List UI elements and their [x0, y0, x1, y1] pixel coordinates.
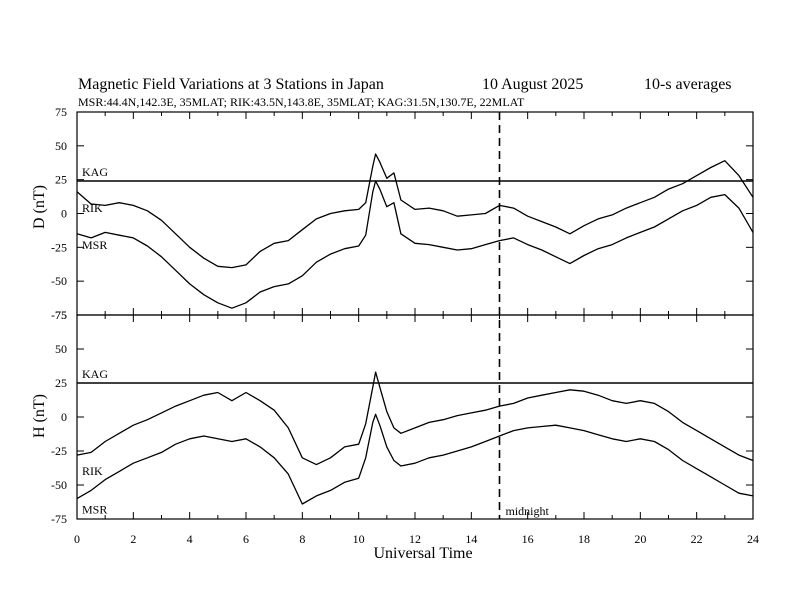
midnight-marker-label: midnight: [506, 504, 550, 518]
x-tick-label: 2: [130, 532, 136, 546]
series-label-d-rik: RIK: [82, 201, 103, 215]
y-tick-label: 75: [55, 308, 67, 322]
series-line-h-rik: [76, 371, 754, 466]
x-tick-label: 12: [409, 532, 421, 546]
panel-h: 75 50 25 0 -25 -50 -75 KAG RIK MSR H (nT): [31, 308, 754, 526]
y-tick-label: 25: [55, 173, 67, 187]
y-tick-label: -75: [51, 512, 67, 526]
x-tick-label: 22: [691, 532, 703, 546]
series-label-d-msr: MSR: [82, 238, 107, 252]
y-tick-label: -25: [51, 240, 67, 254]
y-tick-label: 50: [55, 139, 67, 153]
series-line-d-msr: [76, 180, 754, 309]
plot-area: 75 50 25 0 -25 -50 -75 KAG RIK MSR D (nT) 75 50 25 0 -2…: [31, 105, 759, 546]
y-tick-label: 25: [55, 376, 67, 390]
chart-title: Magnetic Field Variations at 3 Stations …: [78, 76, 384, 93]
series-label-d-kag: KAG: [82, 165, 108, 179]
y-tick-label: -75: [51, 308, 67, 322]
x-tick-label: 16: [522, 532, 534, 546]
y-tick-label: 50: [55, 342, 67, 356]
series-line-d-rik: [76, 153, 754, 269]
chart-date: 10 August 2025: [482, 76, 583, 93]
y-tick-label: -50: [51, 274, 67, 288]
y-tick-label: -25: [51, 444, 67, 458]
x-tick-label: 14: [465, 532, 477, 546]
panel-frame-h: [76, 314, 754, 520]
y-axis-label-h: H (nT): [31, 394, 48, 438]
chart-averaging: 10-s averages: [644, 76, 732, 93]
series-label-h-kag: KAG: [82, 367, 108, 381]
x-tick-label: 8: [299, 532, 305, 546]
x-tick-label: 18: [578, 532, 590, 546]
y-axis-label-d: D (nT): [31, 185, 48, 229]
x-tick-label: 6: [243, 532, 249, 546]
panel-d: 75 50 25 0 -25 -50 -75 KAG RIK MSR D (nT): [31, 105, 754, 322]
series-label-h-msr: MSR: [82, 503, 107, 517]
x-tick-label: 20: [634, 532, 646, 546]
x-tick-label: 4: [187, 532, 193, 546]
stations-info: MSR:44.4N,142.3E, 35MLAT; RIK:43.5N,143.…: [78, 95, 525, 109]
y-tick-label: -50: [51, 478, 67, 492]
y-tick-label: 0: [61, 207, 67, 221]
x-tick-label: 24: [747, 532, 759, 546]
x-tick-label: 10: [353, 532, 365, 546]
y-tick-label: 75: [55, 105, 67, 119]
series-label-h-rik: RIK: [82, 464, 103, 478]
y-tick-label: 0: [61, 410, 67, 424]
panel-frame-d: [76, 111, 754, 316]
x-axis-label: Universal Time: [373, 545, 472, 562]
x-tick-label: 0: [74, 532, 80, 546]
series-line-h-msr: [76, 413, 754, 505]
